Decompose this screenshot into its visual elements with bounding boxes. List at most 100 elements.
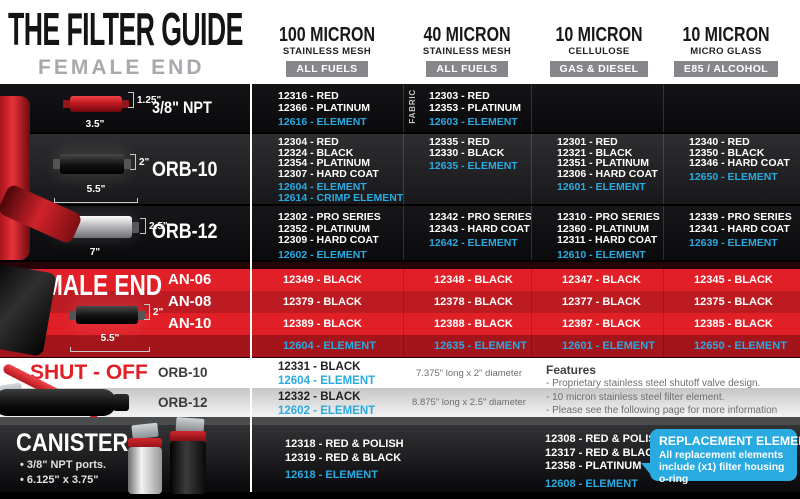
element-part-number: 12642 - ELEMENT (429, 237, 518, 249)
callout-body: All replacement elements include (x1) fi… (659, 450, 785, 485)
shut-off-section-label: SHUT - OFF (30, 361, 148, 384)
cell-orb10-10micron-microglass: 12340 - RED 12350 - BLACK 12346 - HARD COA… (663, 134, 800, 204)
column-micron: 10 MICRON (682, 24, 770, 46)
part-number: 12341 - HARD COAT (689, 222, 790, 235)
dimension-height: 1.25" (128, 92, 161, 108)
dimension-height: 2.5" (140, 218, 168, 234)
features-title: Features (546, 363, 597, 377)
part-number: 12388 - BLACK (403, 313, 531, 335)
row-label-orb12: ORB-12 (152, 220, 218, 243)
product-photo-canister-cap (170, 431, 206, 442)
male-end-section-label: MALE END (44, 270, 163, 302)
male-end-section: AN-06 12349 - BLACK 12348 - BLACK 12347 … (0, 262, 800, 358)
column-media: CELLULOSE (568, 46, 630, 57)
part-number: 12343 - HARD COAT (429, 222, 530, 235)
male-row-an10: AN-10 12389 - BLACK 12388 - BLACK 12387 … (0, 313, 800, 335)
filter-illustration-black (53, 154, 131, 174)
fuel-badge: GAS & DIESEL (549, 61, 649, 77)
replacement-elements-callout: REPLACEMENT ELEMENTS All replacement ele… (641, 429, 800, 485)
canister-section: CANISTER • 3/8" NPT ports. • 6.125" x 3.7… (0, 425, 800, 499)
shutoff-size-label: ORB-12 (158, 395, 208, 410)
male-size-label: AN-10 (168, 315, 212, 332)
product-photo-canister-black (170, 441, 206, 494)
column-header-100-micron: 100 MICRON STAINLESS MESH ALL FUELS (252, 24, 402, 77)
cell-npt-10micron-microglass (663, 84, 800, 132)
dimension-width: 5.5" (54, 179, 138, 203)
part-number: 12346 - HARD COAT (689, 157, 790, 170)
part-number: 12358 - PLATINUM (545, 460, 642, 472)
male-size-label: AN-06 (168, 271, 212, 288)
part-number: 12342 - PRO SERIES (429, 211, 531, 223)
element-part-number: 12616 - ELEMENT (278, 116, 367, 128)
part-number: 12319 - RED & BLACK (285, 451, 402, 464)
cell-orb10-10micron-cellulose: 12301 - RED 12321 - BLACK 12351 - PLATINUM… (531, 134, 663, 204)
element-part-number: 12610 - ELEMENT (557, 248, 646, 260)
cell-orb10-100micron: 12304 - RED 12324 - BLACK 12354 - PLATINUM… (253, 134, 403, 204)
product-photo-shutoff-valve (0, 389, 116, 416)
part-number: 12340 - RED (689, 136, 750, 148)
cell-orb10-40micron: 12335 - RED 12330 - BLACK 12635 - ELEMENT (403, 134, 531, 204)
fuel-badge: ALL FUELS (286, 61, 368, 77)
dimension-height: 2" (130, 154, 149, 170)
cell-canister-10micron-cellulose: 12308 - RED & POLISH 12317 - RED & BLACK 1… (545, 433, 664, 491)
element-part-number: 12650 - ELEMENT (663, 335, 800, 357)
element-part-number: 12614 - CRIMP ELEMENT (278, 191, 403, 204)
shutoff-row-orb10: ORB-10 12331 - BLACK 12604 - ELEMENT 7.3… (0, 358, 800, 388)
column-micron: 100 MICRON (278, 24, 376, 46)
part-number: 12348 - BLACK (403, 269, 531, 291)
canister-section-label: CANISTER (16, 429, 129, 457)
part-number: 12347 - BLACK (531, 269, 663, 291)
part-number: 12301 - RED (557, 136, 618, 148)
row-orb12: 2.5" 7" ORB-12 12302 - PRO SERIES 12352 -… (0, 206, 800, 260)
shutoff-row-orb12: ORB-12 12332 - BLACK 12602 - ELEMENT 8.8… (0, 388, 800, 417)
product-photo-canister-cap (128, 438, 162, 448)
fuel-badge: E85 / ALCOHOL (673, 61, 779, 77)
element-part-number: 12618 - ELEMENT (285, 469, 378, 481)
element-part-number: 12601 - ELEMENT (531, 335, 663, 357)
part-number: 12331 - BLACK (278, 361, 361, 373)
section-divider (0, 417, 800, 425)
shutoff-size-label: ORB-10 (158, 365, 208, 380)
callout-title: REPLACEMENT ELEMENTS (659, 434, 800, 448)
element-part-number: 12602 - ELEMENT (278, 404, 376, 417)
product-photo-canister-polish (128, 447, 162, 494)
row-label-orb10: ORB-10 (152, 158, 218, 181)
part-number: 12366 - PLATINUM (278, 101, 370, 114)
column-header-40-micron: 40 MICRON STAINLESS MESH ALL FUELS (392, 24, 542, 77)
element-part-number: 12635 - ELEMENT (403, 335, 531, 357)
element-part-number: 12601 - ELEMENT (557, 181, 646, 194)
element-part-number: 12650 - ELEMENT (689, 170, 778, 183)
cell-canister-100micron: 12318 - RED & POLISH 12319 - RED & BLACK … (285, 438, 404, 483)
part-number: 12307 - HARD COAT (278, 167, 379, 180)
part-number: 12306 - HARD COAT (557, 167, 658, 180)
cell-npt-100micron: 12316 - RED 12366 - PLATINUM 12616 - ELEM… (253, 84, 403, 132)
canister-spec-item: • 6.125" x 3.75" (20, 474, 99, 486)
part-number: 12378 - BLACK (403, 291, 531, 313)
cell-npt-10micron-cellulose (531, 84, 663, 132)
shut-off-section: ORB-10 12331 - BLACK 12604 - ELEMENT 7.3… (0, 358, 800, 417)
row-npt: 1.25" 3.5" 3/8" NPT 12316 - RED 12366 - P… (0, 84, 800, 132)
column-header-10-micron-microglass: 10 MICRON MICRO GLASS E85 / ALCOHOL (651, 24, 800, 77)
part-number: 12310 - PRO SERIES (557, 211, 660, 223)
cell-orb12-10micron-microglass: 12339 - PRO SERIES 12341 - HARD COAT 1263… (663, 206, 800, 260)
cell-orb12-10micron-cellulose: 12310 - PRO SERIES 12360 - PLATINUM 12311 … (531, 206, 663, 260)
part-number: 12339 - PRO SERIES (689, 211, 792, 223)
element-part-number: 12635 - ELEMENT (429, 160, 518, 173)
feature-item: - 10 micron stainless steel filter eleme… (546, 391, 725, 403)
label-column-separator (250, 84, 252, 492)
element-part-number: 12604 - ELEMENT (278, 181, 367, 194)
part-number: 12318 - RED & POLISH (285, 438, 404, 450)
part-number: 12352 - PLATINUM (278, 222, 370, 235)
dimension-height: 2" (144, 304, 163, 320)
element-part-number: 12604 - ELEMENT (283, 340, 376, 352)
cell-orb12-40micron: 12342 - PRO SERIES 12343 - HARD COAT 1264… (403, 206, 531, 260)
spec-text: 7.375" long x 2" diameter (415, 367, 523, 379)
part-number: 12302 - PRO SERIES (278, 211, 381, 223)
product-photo-red-filter (0, 96, 30, 260)
male-row-elements: 12604 - ELEMENT 12635 - ELEMENT 12601 - … (0, 335, 800, 357)
features-block: Features - Proprietary stainless steel s… (546, 363, 777, 418)
male-size-label: AN-08 (168, 293, 212, 310)
column-media: STAINLESS MESH (422, 46, 512, 57)
element-part-number: 12603 - ELEMENT (429, 116, 518, 128)
